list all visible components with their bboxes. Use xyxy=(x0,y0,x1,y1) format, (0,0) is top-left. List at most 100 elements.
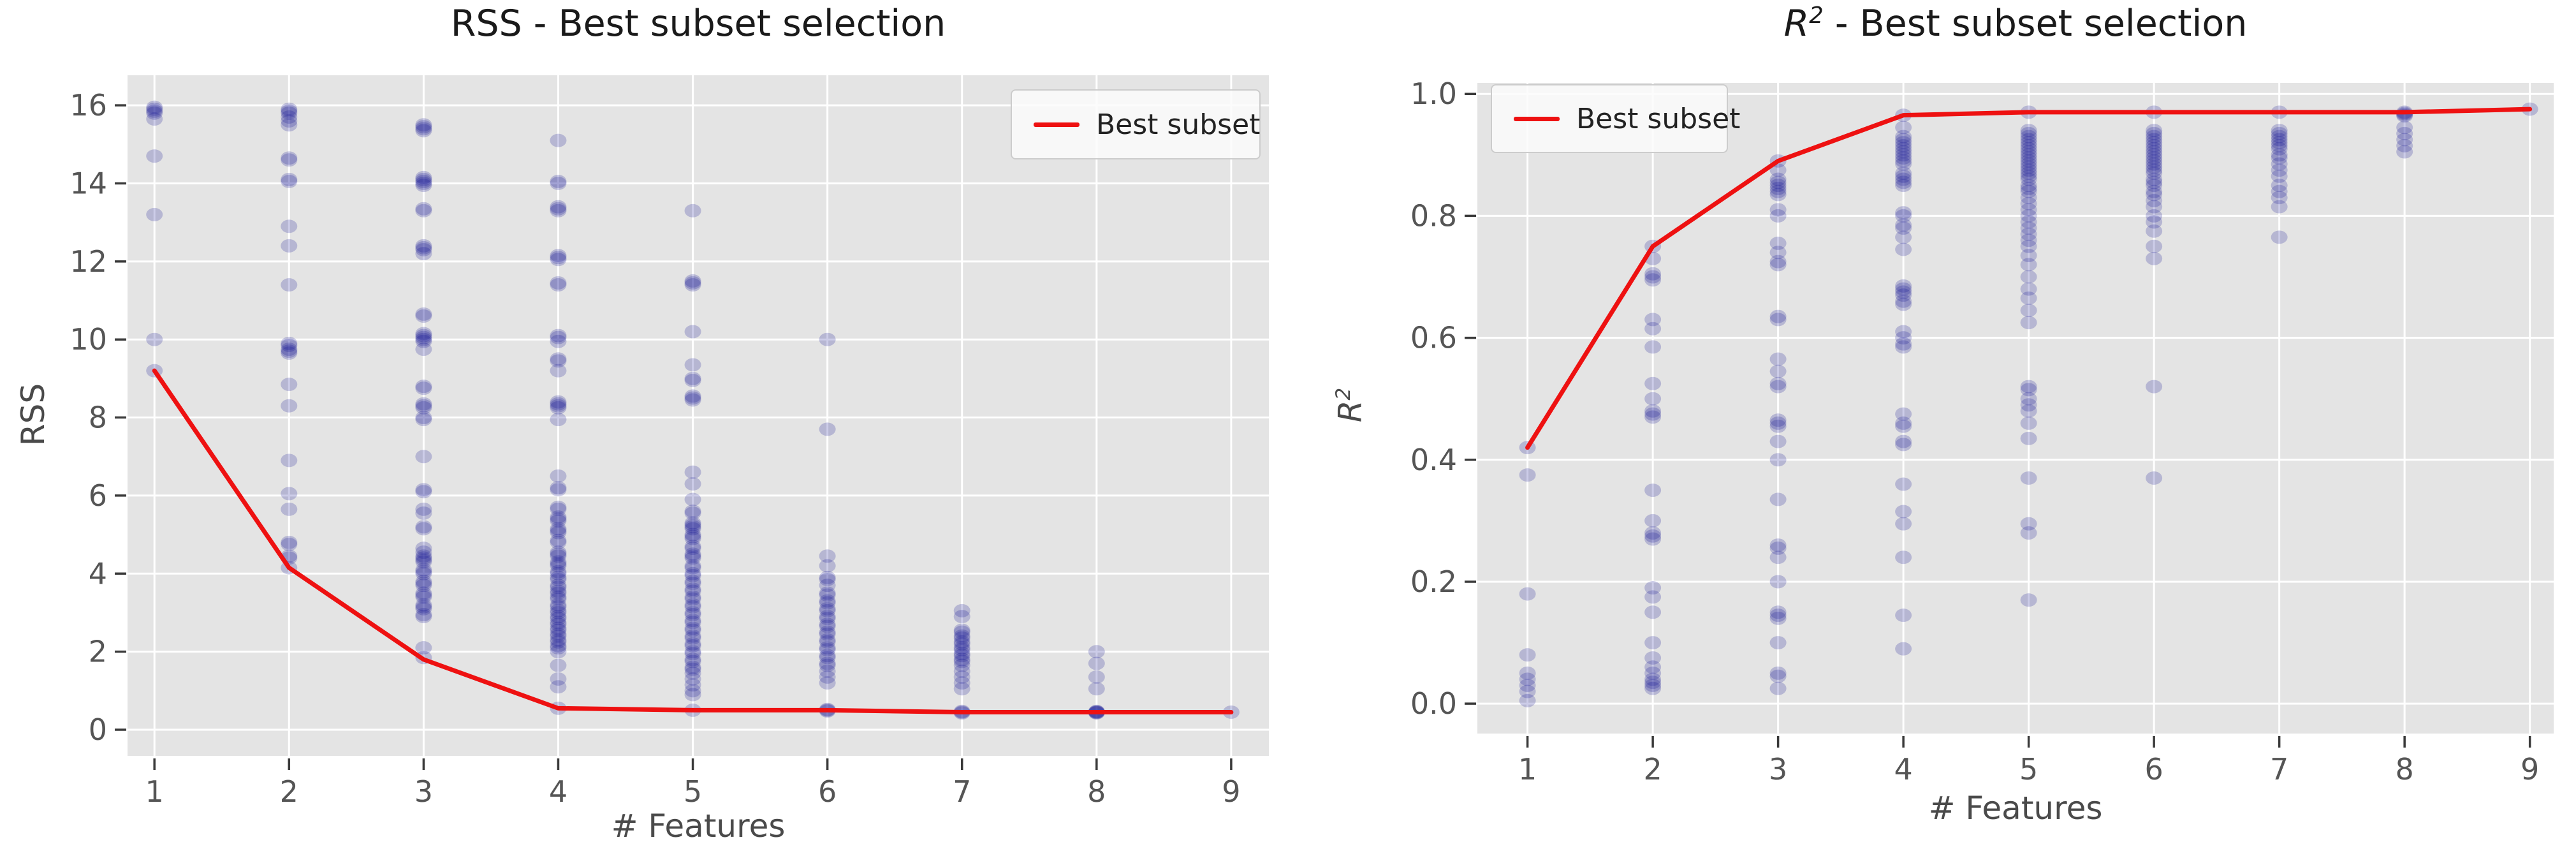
scatter-point xyxy=(1769,575,1787,589)
y-tick-label: 0.4 xyxy=(1410,443,1457,477)
scatter-point xyxy=(550,584,567,598)
scatter-point xyxy=(1644,526,1662,540)
r2-ylabel-exponent: 2 xyxy=(1332,387,1355,401)
scatter-point xyxy=(2020,126,2037,140)
scatter-point xyxy=(819,332,836,346)
y-tick-label: 2 xyxy=(89,635,107,669)
scatter-point xyxy=(2020,196,2037,210)
scatter-point xyxy=(415,203,432,218)
scatter-point xyxy=(684,522,701,536)
scatter-point xyxy=(2020,398,2037,412)
scatter-point xyxy=(415,172,432,186)
scatter-point xyxy=(1769,352,1787,366)
scatter-point xyxy=(415,588,432,602)
scatter-point xyxy=(2020,133,2037,147)
scatter-point xyxy=(1769,434,1787,448)
scatter-point xyxy=(819,559,836,573)
scatter-point xyxy=(415,176,432,190)
scatter-point xyxy=(550,364,567,378)
scatter-point xyxy=(415,485,432,499)
scatter-point xyxy=(684,566,701,580)
scatter-point xyxy=(2020,239,2037,253)
scatter-point xyxy=(819,602,836,616)
scatter-point xyxy=(819,664,836,678)
scatter-point xyxy=(2396,138,2413,152)
scatter-point xyxy=(415,610,432,624)
scatter-point xyxy=(1644,273,1662,287)
r2-plot-canvas: 1 2 3 4 5 6 7 8 9 0.0 0.2 0.4 0.6 0.8 1.0 xyxy=(1410,77,2554,786)
best-subset-line xyxy=(152,368,1234,714)
scatter-point xyxy=(684,582,701,596)
scatter-point xyxy=(684,688,701,702)
scatter-point xyxy=(2271,138,2288,152)
scatter-point xyxy=(2020,316,2037,330)
scatter-point xyxy=(550,203,567,218)
scatter-point xyxy=(2020,416,2037,430)
scatter-point xyxy=(550,612,567,626)
scatter-point xyxy=(415,542,432,556)
x-tick-label: 5 xyxy=(2019,752,2038,786)
scatter-point xyxy=(1769,669,1787,683)
scatter-point xyxy=(415,202,432,216)
scatter-point xyxy=(550,395,567,409)
best-subset-line-sample-icon xyxy=(1514,116,1560,121)
scatter-point xyxy=(819,617,836,631)
scatter-point xyxy=(1895,517,1912,531)
scatter-point xyxy=(953,643,970,657)
scatter-point xyxy=(1769,179,1787,193)
rss-legend-label: Best subset xyxy=(1096,108,1261,141)
scatter-point xyxy=(684,568,701,582)
scatter-point xyxy=(1769,258,1787,272)
scatter-point xyxy=(2146,175,2163,189)
x-tick-label: 2 xyxy=(1643,752,1662,786)
r2-xaxis-label: # Features xyxy=(1928,790,2103,827)
scatter-point xyxy=(684,608,701,622)
scatter-point xyxy=(953,631,970,645)
scatter-point xyxy=(2271,230,2288,244)
scatter-point xyxy=(684,623,701,637)
scatter-point xyxy=(1895,337,1912,351)
scatter-point xyxy=(1895,642,1912,656)
scatter-point xyxy=(550,603,567,617)
scatter-point xyxy=(550,397,567,411)
scatter-point xyxy=(2271,179,2288,193)
scatter-point xyxy=(819,656,836,670)
scatter-point xyxy=(2020,291,2037,305)
scatter-point xyxy=(1895,154,1912,168)
scatter-point xyxy=(819,588,836,602)
scatter-point xyxy=(415,522,432,536)
scatter-point xyxy=(550,590,567,604)
scatter-point xyxy=(1644,676,1662,690)
scatter-point xyxy=(550,329,567,343)
scatter-point xyxy=(1895,288,1912,302)
scatter-point xyxy=(1769,611,1787,625)
scatter-point xyxy=(1895,175,1912,189)
scatter-point xyxy=(550,592,567,606)
scatter-point xyxy=(2271,142,2288,156)
x-tick-label: 7 xyxy=(953,774,971,809)
scatter-point xyxy=(146,207,163,221)
scatter-point xyxy=(684,660,701,674)
scatter-point xyxy=(684,393,701,407)
scatter-point xyxy=(819,676,836,690)
scatter-point xyxy=(684,653,701,667)
scatter-point xyxy=(550,522,567,536)
scatter-point xyxy=(819,570,836,584)
scatter-point xyxy=(550,276,567,290)
scatter-point xyxy=(684,647,701,661)
scatter-point xyxy=(2146,160,2163,174)
scatter-point xyxy=(1895,419,1912,433)
r2-ylabel-variable: R xyxy=(1331,400,1369,423)
scatter-point xyxy=(684,590,701,604)
x-tick-label: 9 xyxy=(1222,774,1240,809)
scatter-point xyxy=(281,378,298,392)
scatter-point xyxy=(550,413,567,427)
scatter-point xyxy=(2146,138,2163,152)
scatter-point xyxy=(550,617,567,631)
rss-legend: Best subset xyxy=(1011,89,1261,159)
scatter-point xyxy=(953,641,970,655)
scatter-point xyxy=(2020,163,2037,177)
scatter-point xyxy=(684,666,701,680)
scatter-point xyxy=(415,334,432,348)
scatter-point xyxy=(1895,331,1912,345)
